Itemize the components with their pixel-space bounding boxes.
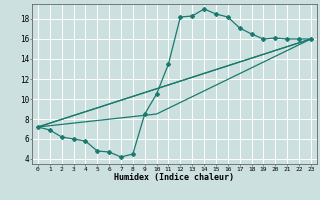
X-axis label: Humidex (Indice chaleur): Humidex (Indice chaleur) [115,173,234,182]
